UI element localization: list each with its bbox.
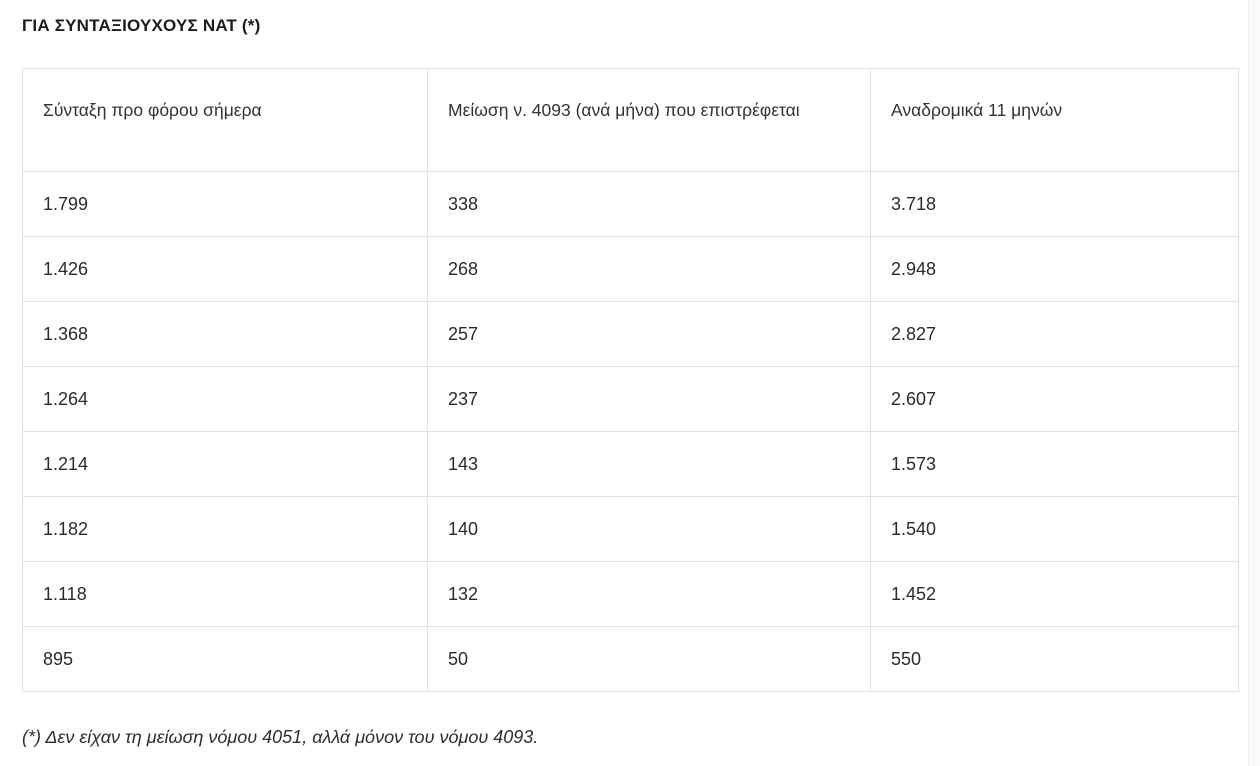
table-cell: 1.368: [22, 301, 428, 367]
column-header: Αναδρομικά 11 μηνών: [870, 68, 1239, 172]
table-cell: 1.540: [870, 496, 1239, 562]
table-cell: 1.426: [22, 236, 428, 302]
table-cell: 1.799: [22, 171, 428, 237]
pension-table: Σύνταξη προ φόρου σήμερα Μείωση ν. 4093 (…: [22, 68, 1239, 692]
table-cell: 338: [427, 171, 871, 237]
page-edge-strip: [1248, 0, 1260, 766]
column-header: Μείωση ν. 4093 (ανά μήνα) που επιστρέφετ…: [427, 68, 871, 172]
table-cell: 3.718: [870, 171, 1239, 237]
table-cell: 2.827: [870, 301, 1239, 367]
table-cell: 2.607: [870, 366, 1239, 432]
table-cell: 132: [427, 561, 871, 627]
table-cell: 895: [22, 626, 428, 692]
table-cell: 1.264: [22, 366, 428, 432]
table-row: 1.264 237 2.607: [22, 366, 1239, 432]
table-cell: 1.452: [870, 561, 1239, 627]
table-cell: 257: [427, 301, 871, 367]
table-cell: 50: [427, 626, 871, 692]
table-cell: 1.182: [22, 496, 428, 562]
table-cell: 268: [427, 236, 871, 302]
table-row: 1.118 132 1.452: [22, 561, 1239, 627]
table-header-row: Σύνταξη προ φόρου σήμερα Μείωση ν. 4093 (…: [22, 68, 1239, 172]
column-header: Σύνταξη προ φόρου σήμερα: [22, 68, 428, 172]
table-cell: 550: [870, 626, 1239, 692]
section-title: ΓΙΑ ΣΥΝΤΑΞΙΟΥΧΟΥΣ ΝΑΤ (*): [22, 16, 261, 35]
table-cell: 140: [427, 496, 871, 562]
table-row: 1.182 140 1.540: [22, 496, 1239, 562]
table-body: 1.799 338 3.718 1.426 268 2.948 1.368 257 2.827 1…: [22, 171, 1239, 692]
table-row: 1.368 257 2.827: [22, 301, 1239, 367]
footnote: (*) Δεν είχαν τη μείωση νόμου 4051, αλλά…: [22, 727, 539, 747]
table-cell: 1.573: [870, 431, 1239, 497]
table-header: Σύνταξη προ φόρου σήμερα Μείωση ν. 4093 (…: [22, 68, 1239, 172]
table-row: 1.214 143 1.573: [22, 431, 1239, 497]
table-cell: 1.214: [22, 431, 428, 497]
table-cell: 143: [427, 431, 871, 497]
table-cell: 1.118: [22, 561, 428, 627]
table-cell: 2.948: [870, 236, 1239, 302]
table-row: 1.799 338 3.718: [22, 171, 1239, 237]
table-row: 1.426 268 2.948: [22, 236, 1239, 302]
table-cell: 237: [427, 366, 871, 432]
table-row: 895 50 550: [22, 626, 1239, 692]
